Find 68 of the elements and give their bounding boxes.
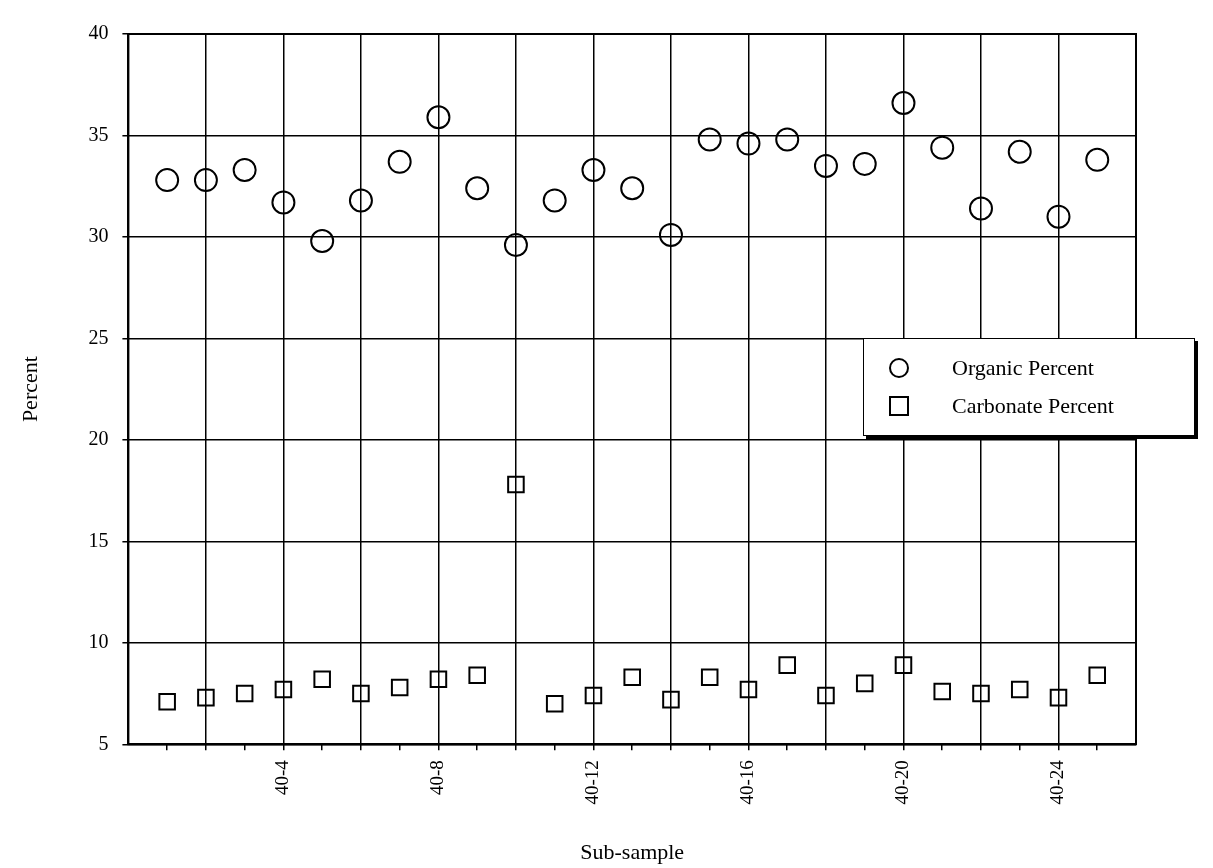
point [235,684,254,703]
point [700,668,719,687]
point [813,153,838,178]
point [855,674,874,693]
point [581,157,606,182]
point [697,127,722,152]
x-tick-label: 40-8 [426,760,448,796]
point [348,188,373,213]
y-tick-label: 35 [88,122,109,145]
x-tick-label: 40-24 [1046,759,1068,805]
y-tick-label: 10 [88,630,109,653]
point [1007,139,1032,164]
point [158,692,176,711]
point [778,656,796,674]
x-tick-label: 40-12 [581,760,603,805]
point [507,475,525,494]
point [930,135,955,160]
legend-label: Carbonate Percent [952,393,1114,419]
point [584,686,603,705]
point [1010,680,1029,699]
point [1085,147,1110,172]
point [193,168,218,193]
y-tick-label: 15 [88,528,109,551]
x-tick-label: 40-20 [891,760,913,805]
point [1088,666,1107,685]
point [891,91,916,115]
point [545,694,564,713]
point [1049,688,1068,707]
point [968,196,993,221]
point [972,684,990,703]
point [662,690,680,709]
point [775,127,800,152]
point [390,678,409,697]
x-axis-title: Sub-sample [580,838,685,864]
y-tick-label: 30 [88,224,109,247]
point [503,233,528,258]
y-tick-label: 5 [98,731,109,754]
point [620,176,645,201]
x-tick-label: 40-16 [736,760,758,805]
point [542,188,567,213]
point [197,688,215,707]
point [658,222,683,247]
legend-label: Organic Percent [952,355,1094,381]
point [310,228,335,253]
point [817,686,835,705]
y-tick-label: 40 [88,21,109,44]
point [313,670,331,689]
y-tick-label: 20 [88,427,109,450]
point [623,668,641,687]
point [274,680,293,699]
point [739,680,758,699]
x-tick-label: 40-4 [271,759,293,796]
y-tick-label: 25 [88,325,109,348]
point [232,157,257,182]
point [933,682,952,701]
point [426,105,451,130]
point [155,168,180,193]
point [271,190,296,215]
point [387,149,412,174]
y-axis-title: Percent [16,356,42,423]
point [468,666,486,685]
point [465,176,490,201]
point [352,684,370,703]
point [852,151,877,176]
point [736,131,761,156]
point [894,656,913,674]
point [1046,204,1071,229]
point [429,670,448,689]
